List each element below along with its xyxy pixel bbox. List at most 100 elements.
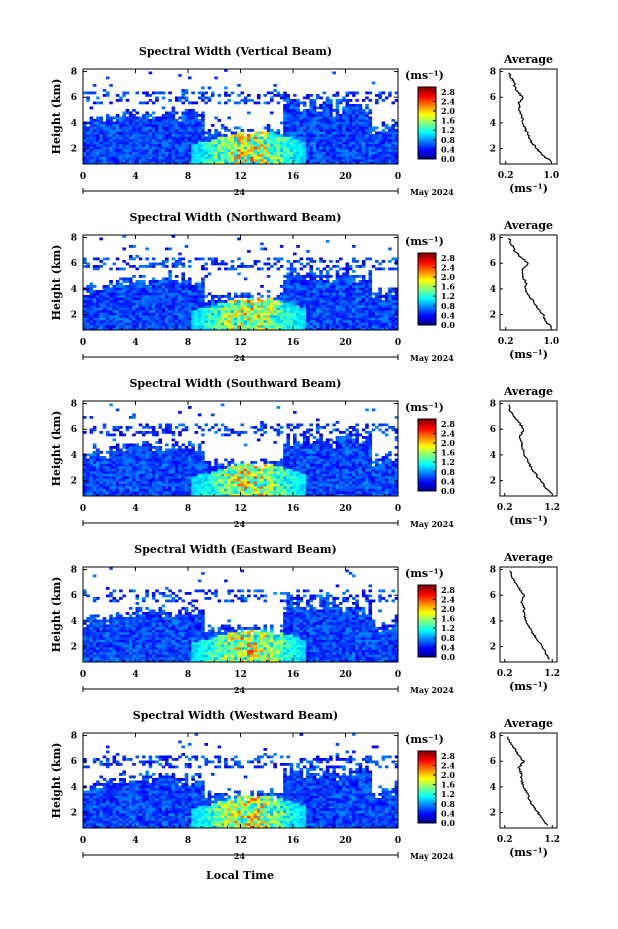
heatmap-cell (148, 131, 153, 135)
heatmap-cell (345, 159, 350, 162)
heatmap-cell (161, 285, 166, 288)
heatmap-cell (286, 307, 291, 311)
heatmap-cell (201, 295, 205, 298)
heatmap-cell (174, 327, 179, 331)
heatmap-cell (279, 146, 284, 150)
heatmap-cell (329, 99, 333, 102)
heatmap-cell (174, 149, 179, 152)
heatmap-cell (355, 141, 359, 145)
heatmap-cell (155, 146, 159, 150)
heatmap-cell (361, 295, 366, 298)
heatmap-cell (99, 151, 103, 155)
heatmap-cell (361, 322, 366, 326)
heatmap-cell (122, 463, 126, 467)
heatmap-cell (352, 146, 356, 150)
heatmap-cell (109, 491, 113, 494)
heatmap-cell (138, 458, 143, 462)
heatmap-cell (375, 315, 379, 318)
heatmap-cell (138, 101, 143, 105)
heatmap-cell (217, 119, 222, 122)
heatmap-cell (191, 488, 195, 492)
heatmap-cell (286, 287, 291, 291)
heatmap-cell (99, 121, 103, 125)
heatmap-cell (256, 312, 261, 316)
heatmap-cell (115, 453, 120, 457)
heatmap-cell (322, 280, 327, 283)
heatmap-cell (161, 151, 166, 155)
heatmap-cell (319, 114, 323, 117)
heatmap-cell (89, 473, 94, 477)
heatmap-cell (391, 295, 396, 298)
heatmap-cell (352, 111, 356, 115)
heatmap-cell (145, 320, 149, 323)
heatmap-cell (188, 136, 192, 140)
heatmap-cell (83, 307, 87, 311)
heatmap-cell (155, 448, 159, 452)
heatmap-cell (201, 325, 205, 328)
heatmap-cell (151, 305, 156, 308)
heatmap-cell (165, 134, 169, 137)
heatmap-cell (197, 119, 202, 122)
heatmap-cell (105, 119, 110, 122)
heatmap-cell (102, 327, 107, 331)
heatmap-cell (181, 139, 186, 142)
heatmap-cell (148, 287, 153, 291)
heatmap-cell (286, 282, 291, 286)
heatmap-cell (342, 300, 346, 303)
heatmap-cell (135, 481, 140, 484)
heatmap-cell (394, 141, 399, 145)
heatmap-cell (161, 139, 166, 142)
heatmap-cell (92, 119, 97, 122)
colorbar-segment (418, 301, 436, 304)
heatmap-cell (174, 491, 179, 494)
heatmap-cell (253, 327, 258, 331)
heatmap-cell (125, 463, 130, 467)
heatmap-cell (224, 262, 228, 266)
heatmap-cell (83, 91, 87, 95)
heatmap-cell (112, 315, 117, 318)
heatmap-cell (348, 325, 353, 328)
heatmap-cell (92, 285, 97, 288)
heatmap-cell (96, 451, 100, 454)
heatmap-cell (86, 327, 90, 331)
heatmap-cell (125, 486, 130, 489)
heatmap-cell (332, 161, 336, 165)
heatmap-cell (151, 116, 156, 120)
heatmap-cell (335, 104, 340, 107)
heatmap-cell (115, 458, 120, 462)
heatmap-cell (388, 292, 392, 296)
heatmap-cell (332, 149, 336, 152)
heatmap-cell (345, 144, 350, 147)
heatmap-cell (142, 453, 146, 457)
heatmap-cell (335, 290, 340, 293)
heatmap-cell (289, 139, 294, 142)
x-tick-label: 8 (185, 338, 191, 348)
heatmap-cell (224, 134, 228, 137)
heatmap-cell (178, 146, 182, 150)
heatmap-cell (293, 292, 297, 296)
heatmap-cell (145, 461, 149, 464)
y-tick-label: 6 (71, 259, 77, 269)
heatmap-cell (371, 151, 376, 155)
colorbar-segment (418, 112, 436, 115)
colorbar-segment (418, 323, 436, 326)
heatmap-cell (92, 297, 97, 301)
heatmap-cell (86, 161, 90, 165)
heatmap-cell (224, 94, 228, 97)
heatmap-cell (302, 96, 307, 100)
heatmap-cell (188, 481, 192, 484)
heatmap-cell (299, 161, 304, 165)
heatmap-cell (119, 290, 123, 293)
heatmap-cell (148, 161, 153, 165)
heatmap-cell (253, 310, 258, 313)
heatmap-cell (302, 136, 307, 140)
heatmap-cell (181, 292, 186, 296)
colorbar-tick-label: 1.2 (441, 125, 455, 135)
heatmap-cell (293, 136, 297, 140)
heatmap-cell (92, 265, 97, 268)
heatmap-cell (315, 315, 320, 318)
heatmap-cell (312, 327, 317, 331)
heatmap-cell (338, 114, 343, 117)
heatmap-cell (86, 312, 90, 316)
heatmap-cell (276, 134, 281, 137)
